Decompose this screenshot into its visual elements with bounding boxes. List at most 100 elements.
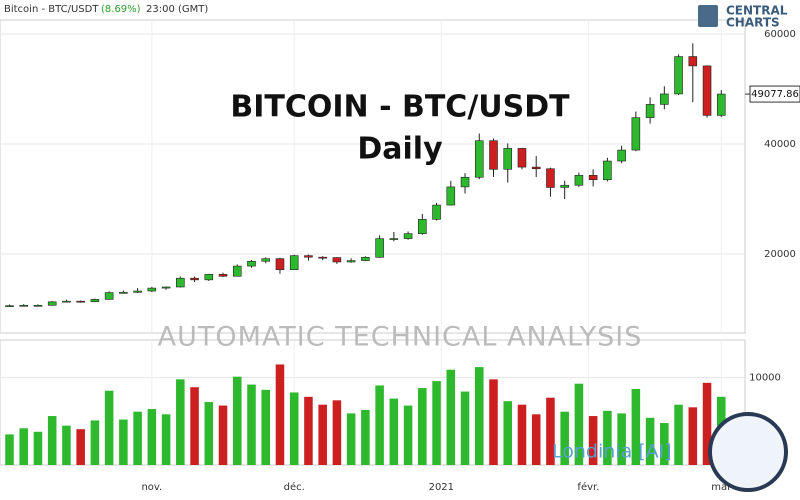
volume-bar: [574, 383, 584, 465]
volume-bar: [660, 423, 669, 465]
volume-bar: [560, 411, 569, 465]
volume-bar: [304, 396, 313, 465]
y-tick-label: 40000: [764, 139, 796, 150]
volume-bar: [489, 379, 498, 465]
candle-body: [289, 255, 299, 270]
last-price-label: 49077.86: [751, 89, 799, 100]
ai-label: Londinia [AI]: [552, 441, 672, 463]
candle-body: [560, 184, 569, 188]
candle-body: [588, 175, 598, 181]
candle-body: [76, 300, 85, 303]
candle-body: [432, 204, 441, 220]
volume-bar: [332, 400, 342, 465]
volume-bar: [275, 364, 285, 465]
candle-body: [47, 301, 57, 306]
candle-body: [660, 93, 669, 105]
x-tick-label: mar: [711, 482, 732, 493]
candle-body: [418, 219, 427, 234]
candle-body: [19, 305, 29, 307]
x-tick-label: 2021: [429, 482, 454, 493]
candle-body: [332, 257, 342, 263]
volume-bar: [119, 419, 128, 465]
candle-body: [460, 176, 470, 188]
volume-bar: [5, 434, 14, 465]
candle-body: [716, 93, 726, 116]
candle-body: [218, 274, 228, 277]
candle-body: [33, 305, 43, 307]
candle-body: [674, 56, 683, 95]
chart-subtitle: Daily: [357, 132, 443, 167]
candle-body: [403, 233, 413, 239]
volume-bar: [247, 384, 256, 465]
volume-bar: [603, 410, 612, 465]
candle-body: [346, 260, 356, 263]
candle-body: [318, 256, 327, 259]
time: 23:00 (GMT): [146, 4, 208, 15]
x-tick-label: févr.: [577, 481, 599, 493]
candle-body: [119, 292, 128, 294]
symbol: Bitcoin - BTC/USDT: [4, 4, 99, 15]
volume-bar: [460, 391, 470, 465]
volume-frame: [0, 339, 746, 466]
volume-bar: [674, 404, 683, 465]
candle-body: [176, 277, 185, 288]
volume-bar: [232, 376, 242, 465]
change: (8.69%): [101, 4, 141, 15]
volume-bar: [133, 411, 142, 465]
candle-body: [247, 260, 256, 267]
volume-bar: [418, 388, 427, 465]
volume-bar: [432, 381, 441, 465]
watermark: AUTOMATIC TECHNICAL ANALYSIS: [158, 322, 643, 353]
volume-bar: [76, 429, 85, 465]
y-tick-label: 10000: [749, 373, 781, 384]
volume-bar: [688, 407, 698, 465]
x-tick-label: déc.: [284, 481, 305, 493]
candle-body: [204, 274, 214, 281]
volume-bar: [176, 379, 185, 465]
volume-bar: [446, 369, 456, 465]
volume-bar: [631, 388, 641, 465]
volume-bar: [617, 413, 626, 465]
candle-body: [275, 258, 285, 270]
volume-bar: [517, 404, 527, 465]
volume-bar: [47, 416, 57, 465]
candle-body: [617, 149, 626, 162]
y-tick-label: 60000: [764, 29, 796, 40]
volume-bar: [361, 409, 370, 465]
volume-bar: [531, 414, 541, 465]
volume-bar: [218, 405, 228, 465]
volume-bar: [318, 404, 327, 465]
candle-body: [361, 256, 370, 261]
volume-bar: [588, 416, 598, 465]
last-price-box: [749, 85, 800, 103]
volume-bar: [104, 390, 114, 465]
candle-body: [375, 238, 384, 258]
logo-icon: [698, 5, 718, 27]
y-tick-label: 20000: [764, 249, 796, 260]
candle-body: [517, 148, 527, 168]
candle-body: [702, 65, 712, 116]
volume-bar: [474, 367, 484, 465]
candle-body: [446, 186, 456, 206]
candle-body: [232, 265, 242, 277]
candle-body: [304, 255, 313, 258]
brand-line: CHARTS: [726, 16, 780, 30]
candle-body: [546, 168, 555, 188]
candle-body: [574, 175, 584, 186]
candle-body: [90, 299, 100, 303]
candle-body: [645, 104, 655, 118]
candle-body: [603, 160, 612, 181]
candle-body: [147, 287, 157, 292]
volume-bar: [289, 392, 299, 465]
candle-body: [62, 300, 71, 303]
candle-body: [474, 140, 484, 178]
candle-body: [531, 166, 541, 170]
candle-body: [133, 290, 142, 293]
volume-bar: [33, 431, 43, 465]
volume-bar: [645, 417, 655, 465]
candle-body: [389, 238, 399, 240]
candle-body: [5, 305, 14, 307]
candle-body: [631, 117, 641, 151]
volume-bar: [261, 389, 271, 465]
